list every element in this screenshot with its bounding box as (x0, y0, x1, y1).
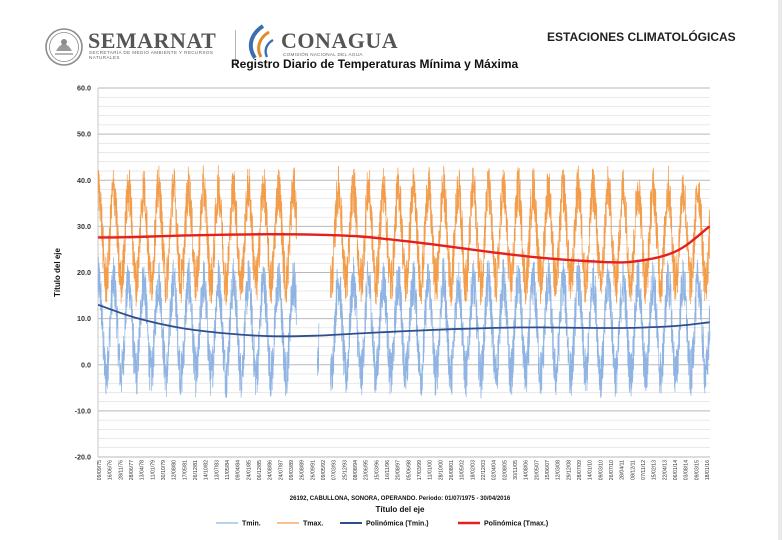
x-tick-label: 09/03/10 (598, 460, 604, 480)
y-tick-label: 10.0 (77, 314, 91, 323)
x-tick-label: 11/05/84 (225, 460, 231, 480)
x-tick-label: 22/04/13 (662, 460, 668, 480)
x-axis-ticks: 09/09/75 16/06/76 28/11/76 28/06/77 13/04/78… (97, 460, 711, 480)
conagua-logo-icon (248, 24, 274, 60)
x-tick-label: 11/01/79 (150, 460, 156, 480)
page-header: SEMARNAT SECRETARÍA DE MEDIO AMBIENTE Y … (0, 0, 782, 70)
tmax-trend-line (98, 225, 711, 264)
x-tick-label: 09/04/84 (236, 460, 242, 480)
x-tick-label: 26/07/10 (609, 460, 615, 480)
legend-item: Tmin. (216, 521, 261, 528)
x-tick-label: 24/07/87 (278, 460, 284, 480)
x-tick-label: 13/04/78 (140, 460, 146, 480)
y-axis-title: Título del eje (53, 248, 62, 297)
y-tick-label: 50.0 (77, 130, 91, 139)
x-tick-label: 14/08/06 (524, 460, 530, 480)
chart-caption: 26192, CABULLONA, SONORA, OPERANDO. Peri… (290, 496, 511, 502)
x-tick-label: 30/11/05 (513, 460, 519, 480)
semarnat-name: SEMARNAT (88, 28, 217, 53)
x-tick-label: 06/12/85 (257, 460, 263, 480)
x-tick-label: 02/08/05 (502, 460, 508, 480)
x-tick-label: 13/07/83 (214, 460, 220, 480)
x-tick-label: 12/03/08 (556, 460, 562, 480)
x-tick-label: 18/02/03 (470, 460, 476, 480)
semarnat-subtitle: SECRETARÍA DE MEDIO AMBIENTE Y RECURSOS … (89, 50, 214, 60)
x-tick-label: 14/01/10 (588, 460, 594, 480)
x-tick-label: 26/08/01 (449, 460, 455, 480)
x-tick-label: 20/08/97 (396, 460, 402, 480)
y-tick-label: -10.0 (75, 406, 91, 415)
y-tick-label: 40.0 (77, 176, 91, 185)
y-axis-ticks: 60.0 50.0 40.0 30.0 20.0 10.0 0.0 -10.0 -20.0 (75, 84, 91, 462)
x-tick-label: 23/06/95 (364, 460, 370, 480)
series-lines (97, 164, 711, 399)
x-tick-label: 28/04/11 (620, 460, 626, 480)
x-tick-label: 16/06/76 (108, 460, 114, 480)
y-tick-label: 30.0 (77, 222, 91, 231)
x-tick-label: 29/12/08 (566, 460, 572, 480)
legend-item: Polinómica (Tmax.) (458, 521, 548, 528)
legend-label: Polinómica (Tmax.) (484, 521, 548, 528)
x-tick-label: 26/09/91 (310, 460, 316, 480)
x-tick-label: 12/08/80 (172, 460, 178, 480)
x-tick-label: 20/05/07 (534, 460, 540, 480)
conagua-name: CONAGUA (281, 28, 399, 53)
x-tick-label: 17/05/81 (182, 460, 188, 480)
section-title: ESTACIONES CLIMATOLÓGICAS (547, 30, 736, 44)
x-tick-label: 24/08/86 (268, 460, 274, 480)
chart-legend: Tmin. Tmax. Polinómica (Tmin.) Polinómica (… (216, 521, 548, 528)
x-tick-label: 09/05/92 (321, 460, 327, 480)
x-tick-label: 24/01/85 (246, 460, 252, 480)
x-tick-label: 28/07/09 (577, 460, 583, 480)
legend-label: Tmax. (303, 521, 323, 528)
x-tick-label: 28/10/00 (438, 460, 444, 480)
x-tick-label: 26/12/81 (193, 460, 199, 480)
legend-item: Polinómica (Tmin.) (340, 521, 429, 528)
tmin-series-line (97, 256, 711, 399)
x-tick-label: 03/08/14 (684, 460, 690, 480)
x-tick-label: 05/06/98 (406, 460, 412, 480)
x-tick-label: 09/03/89 (289, 460, 295, 480)
x-tick-label: 17/03/99 (417, 460, 423, 480)
y-tick-label: 0.0 (81, 360, 91, 369)
y-tick-label: 20.0 (77, 268, 91, 277)
y-tick-label: -20.0 (75, 453, 91, 462)
legend-item: Tmax. (277, 521, 323, 528)
x-tick-label: 15/03/96 (374, 460, 380, 480)
x-tick-label: 30/10/79 (161, 460, 167, 480)
x-tick-label: 09/03/15 (694, 460, 700, 480)
x-tick-label: 08/12/11 (630, 460, 636, 480)
x-tick-label: 15/06/07 (545, 460, 551, 480)
x-tick-label: 25/12/93 (342, 460, 348, 480)
x-tick-label: 09/09/75 (97, 460, 103, 480)
legend-label: Polinómica (Tmin.) (366, 521, 429, 528)
semarnat-seal-icon (45, 28, 83, 66)
x-tick-label: 11/01/00 (428, 460, 434, 480)
x-tick-label: 16/11/96 (385, 460, 391, 480)
conagua-subtitle: COMISIÓN NACIONAL DEL AGUA (283, 52, 363, 57)
x-tick-label: 02/04/04 (492, 460, 498, 480)
page-edge (778, 0, 782, 540)
x-tick-label: 26/08/89 (300, 460, 306, 480)
x-tick-label: 14/10/82 (204, 460, 210, 480)
x-tick-label: 28/06/77 (129, 460, 135, 480)
x-tick-label: 06/01/14 (673, 460, 679, 480)
x-tick-label: 18/01/16 (705, 460, 711, 480)
y-tick-label: 60.0 (77, 84, 91, 93)
x-tick-label: 10/05/02 (460, 460, 466, 480)
x-tick-label: 07/11/12 (641, 460, 647, 480)
x-tick-label: 07/03/93 (332, 460, 338, 480)
legend-label: Tmin. (242, 521, 261, 528)
tmax-series-line (97, 164, 711, 307)
x-tick-label: 22/12/03 (481, 460, 487, 480)
x-tick-label: 08/08/94 (353, 460, 359, 480)
x-tick-label: 15/02/13 (652, 460, 658, 480)
tmin-trend-line (97, 303, 710, 338)
chart-title: Registro Diario de Temperaturas Mínima y… (231, 57, 519, 71)
x-tick-label: 28/11/76 (118, 460, 124, 480)
logo-separator (235, 30, 236, 66)
x-axis-title: Título del eje (376, 505, 425, 514)
